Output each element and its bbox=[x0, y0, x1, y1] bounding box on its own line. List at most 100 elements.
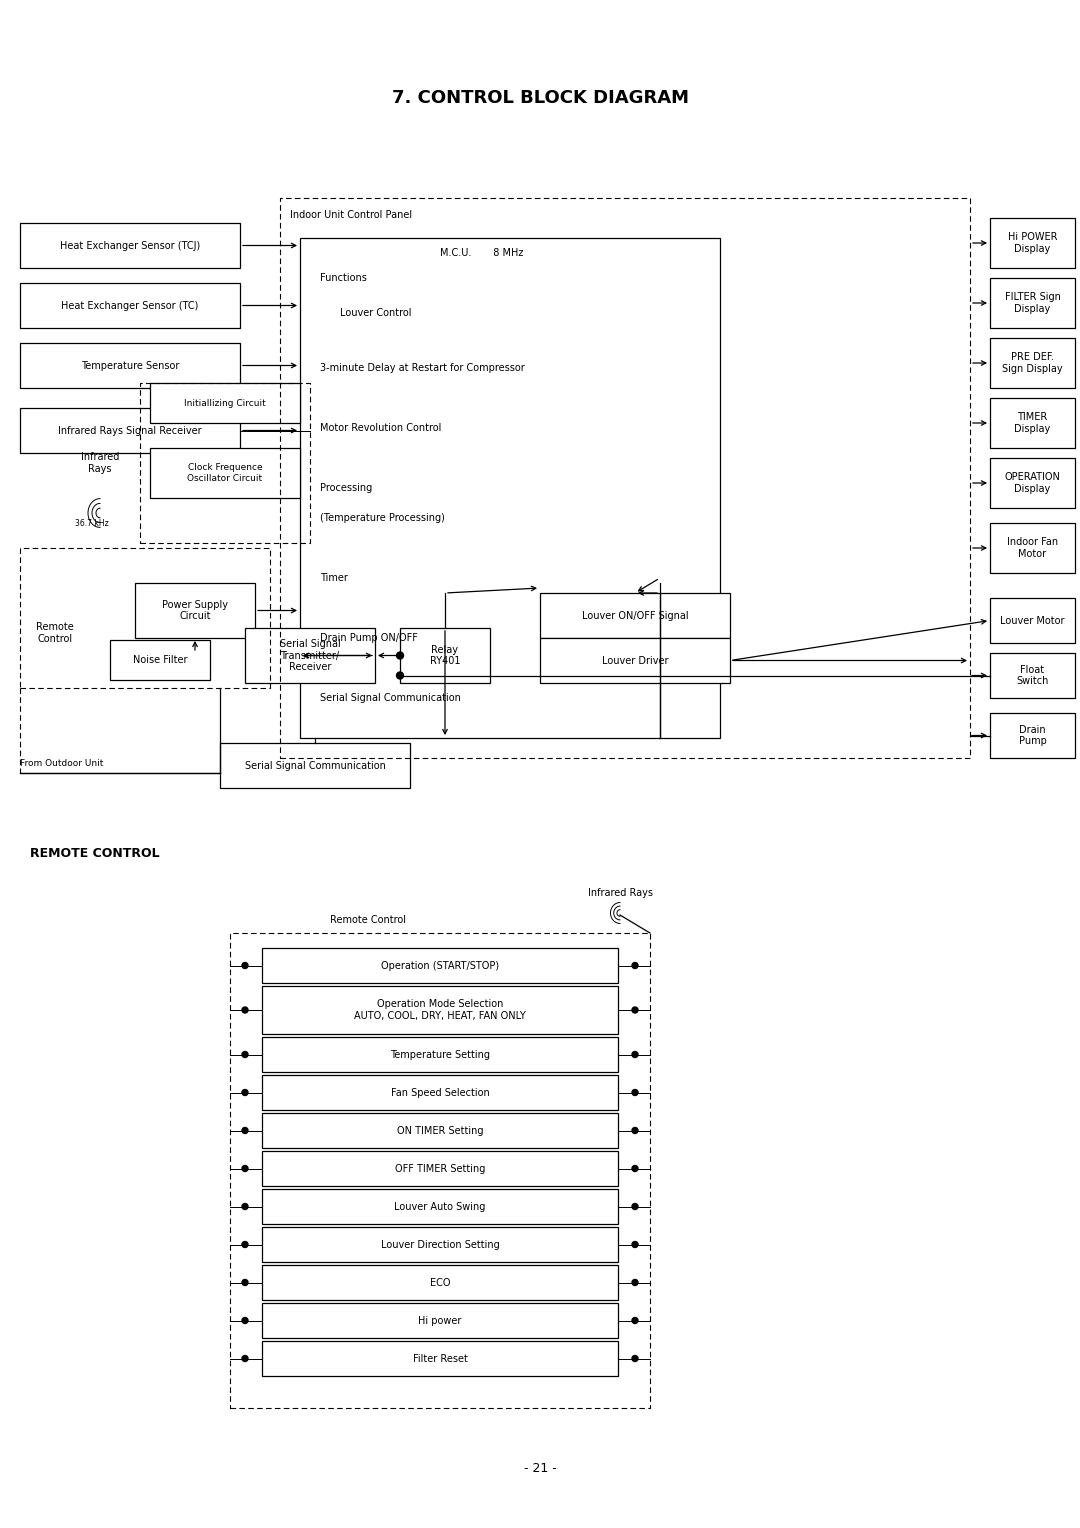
Bar bbox=[990, 597, 1075, 643]
Circle shape bbox=[632, 1166, 638, 1172]
Bar bbox=[990, 523, 1075, 573]
Text: Heat Exchanger Sensor (TCJ): Heat Exchanger Sensor (TCJ) bbox=[59, 240, 200, 251]
Text: Infrared Rays Signal Receiver: Infrared Rays Signal Receiver bbox=[58, 425, 202, 435]
Text: Initiallizing Circuit: Initiallizing Circuit bbox=[184, 399, 266, 408]
Text: - 21 -: - 21 - bbox=[524, 1461, 556, 1475]
Bar bbox=[540, 639, 730, 683]
Text: Indoor Fan
Motor: Indoor Fan Motor bbox=[1007, 538, 1058, 559]
Bar bbox=[990, 219, 1075, 267]
Circle shape bbox=[632, 1204, 638, 1210]
Bar bbox=[990, 397, 1075, 448]
Bar bbox=[110, 640, 210, 680]
Circle shape bbox=[632, 1355, 638, 1361]
Text: Operation (START/STOP): Operation (START/STOP) bbox=[381, 961, 499, 970]
Text: OFF TIMER Setting: OFF TIMER Setting bbox=[395, 1163, 485, 1174]
Bar bbox=[262, 1189, 618, 1224]
Bar bbox=[150, 384, 300, 423]
Text: Serial Signal Communication: Serial Signal Communication bbox=[320, 694, 461, 703]
Circle shape bbox=[242, 1355, 248, 1361]
Text: TIMER
Display: TIMER Display bbox=[1014, 413, 1051, 434]
Text: Processing: Processing bbox=[320, 483, 373, 494]
Bar bbox=[300, 238, 720, 738]
Circle shape bbox=[396, 652, 404, 659]
Text: M.C.U.       8 MHz: M.C.U. 8 MHz bbox=[440, 248, 524, 258]
Circle shape bbox=[242, 1317, 248, 1323]
Circle shape bbox=[242, 1204, 248, 1210]
Bar bbox=[990, 714, 1075, 758]
Bar bbox=[220, 743, 410, 788]
Circle shape bbox=[242, 1128, 248, 1134]
Text: Serial Signal Communication: Serial Signal Communication bbox=[244, 761, 386, 770]
Bar bbox=[262, 1303, 618, 1339]
Text: ECO: ECO bbox=[430, 1277, 450, 1288]
Text: Indoor Unit Control Panel: Indoor Unit Control Panel bbox=[291, 209, 413, 220]
Text: Heat Exchanger Sensor (TC): Heat Exchanger Sensor (TC) bbox=[62, 301, 199, 310]
Bar bbox=[990, 652, 1075, 698]
Bar bbox=[540, 593, 730, 639]
Text: From Outdoor Unit: From Outdoor Unit bbox=[21, 758, 104, 767]
Text: Louver Direction Setting: Louver Direction Setting bbox=[380, 1239, 499, 1250]
Bar bbox=[990, 338, 1075, 388]
Circle shape bbox=[242, 1279, 248, 1285]
Text: Louver Motor: Louver Motor bbox=[1000, 616, 1065, 625]
Bar bbox=[150, 448, 300, 498]
Text: Infrared Rays: Infrared Rays bbox=[588, 888, 652, 898]
Text: Drain
Pump: Drain Pump bbox=[1018, 724, 1047, 746]
Text: Remote
Control: Remote Control bbox=[36, 622, 73, 643]
Bar bbox=[135, 584, 255, 639]
Circle shape bbox=[632, 1317, 638, 1323]
Bar bbox=[262, 1076, 618, 1109]
Bar bbox=[21, 223, 240, 267]
Circle shape bbox=[632, 1279, 638, 1285]
Bar bbox=[262, 1342, 618, 1377]
Text: Hi POWER
Display: Hi POWER Display bbox=[1008, 232, 1057, 254]
Circle shape bbox=[242, 963, 248, 969]
Circle shape bbox=[396, 672, 404, 678]
Text: Operation Mode Selection
AUTO, COOL, DRY, HEAT, FAN ONLY: Operation Mode Selection AUTO, COOL, DRY… bbox=[354, 999, 526, 1021]
Text: 7. CONTROL BLOCK DIAGRAM: 7. CONTROL BLOCK DIAGRAM bbox=[391, 89, 689, 107]
Circle shape bbox=[242, 1007, 248, 1013]
Circle shape bbox=[632, 1089, 638, 1096]
Text: Noise Filter: Noise Filter bbox=[133, 656, 187, 665]
Text: Float
Switch: Float Switch bbox=[1016, 665, 1049, 686]
Text: FILTER Sign
Display: FILTER Sign Display bbox=[1004, 292, 1061, 313]
Text: Clock Frequence
Oscillator Circuit: Clock Frequence Oscillator Circuit bbox=[188, 463, 262, 483]
Circle shape bbox=[632, 1007, 638, 1013]
Text: Functions: Functions bbox=[320, 274, 367, 283]
Text: Hi power: Hi power bbox=[418, 1316, 461, 1325]
Text: 3-minute Delay at Restart for Compressor: 3-minute Delay at Restart for Compressor bbox=[320, 364, 525, 373]
Text: Remote Control: Remote Control bbox=[330, 915, 406, 924]
Text: Power Supply
Circuit: Power Supply Circuit bbox=[162, 599, 228, 622]
Text: PRE DEF.
Sign Display: PRE DEF. Sign Display bbox=[1002, 351, 1063, 374]
Text: Temperature Sensor: Temperature Sensor bbox=[81, 361, 179, 370]
Circle shape bbox=[632, 963, 638, 969]
Text: 36.7 kHz: 36.7 kHz bbox=[75, 518, 109, 527]
Text: Serial Signal
Transmitter/
Receiver: Serial Signal Transmitter/ Receiver bbox=[280, 639, 340, 672]
Circle shape bbox=[242, 1051, 248, 1057]
Bar bbox=[262, 1151, 618, 1186]
Text: Fan Speed Selection: Fan Speed Selection bbox=[391, 1088, 489, 1097]
Bar bbox=[262, 1227, 618, 1262]
Circle shape bbox=[242, 1089, 248, 1096]
Text: (Temperature Processing): (Temperature Processing) bbox=[320, 513, 445, 523]
Bar bbox=[262, 947, 618, 983]
Text: Temperature Setting: Temperature Setting bbox=[390, 1050, 490, 1059]
Bar bbox=[21, 342, 240, 388]
Bar bbox=[262, 1038, 618, 1073]
Bar bbox=[21, 283, 240, 329]
Text: Motor Revolution Control: Motor Revolution Control bbox=[320, 423, 442, 432]
Text: OPERATION
Display: OPERATION Display bbox=[1004, 472, 1061, 494]
Text: Louver Auto Swing: Louver Auto Swing bbox=[394, 1201, 486, 1212]
Circle shape bbox=[632, 1051, 638, 1057]
Text: Filter Reset: Filter Reset bbox=[413, 1354, 468, 1363]
Bar bbox=[245, 628, 375, 683]
Text: Drain Pump ON/OFF: Drain Pump ON/OFF bbox=[320, 633, 418, 643]
Text: Timer: Timer bbox=[320, 573, 348, 584]
Circle shape bbox=[632, 1128, 638, 1134]
Text: REMOTE CONTROL: REMOTE CONTROL bbox=[30, 847, 160, 860]
Bar bbox=[262, 986, 618, 1034]
Circle shape bbox=[242, 1166, 248, 1172]
Text: Louver Driver: Louver Driver bbox=[602, 656, 669, 666]
Bar bbox=[990, 278, 1075, 329]
Text: Relay
RY401: Relay RY401 bbox=[430, 645, 460, 666]
